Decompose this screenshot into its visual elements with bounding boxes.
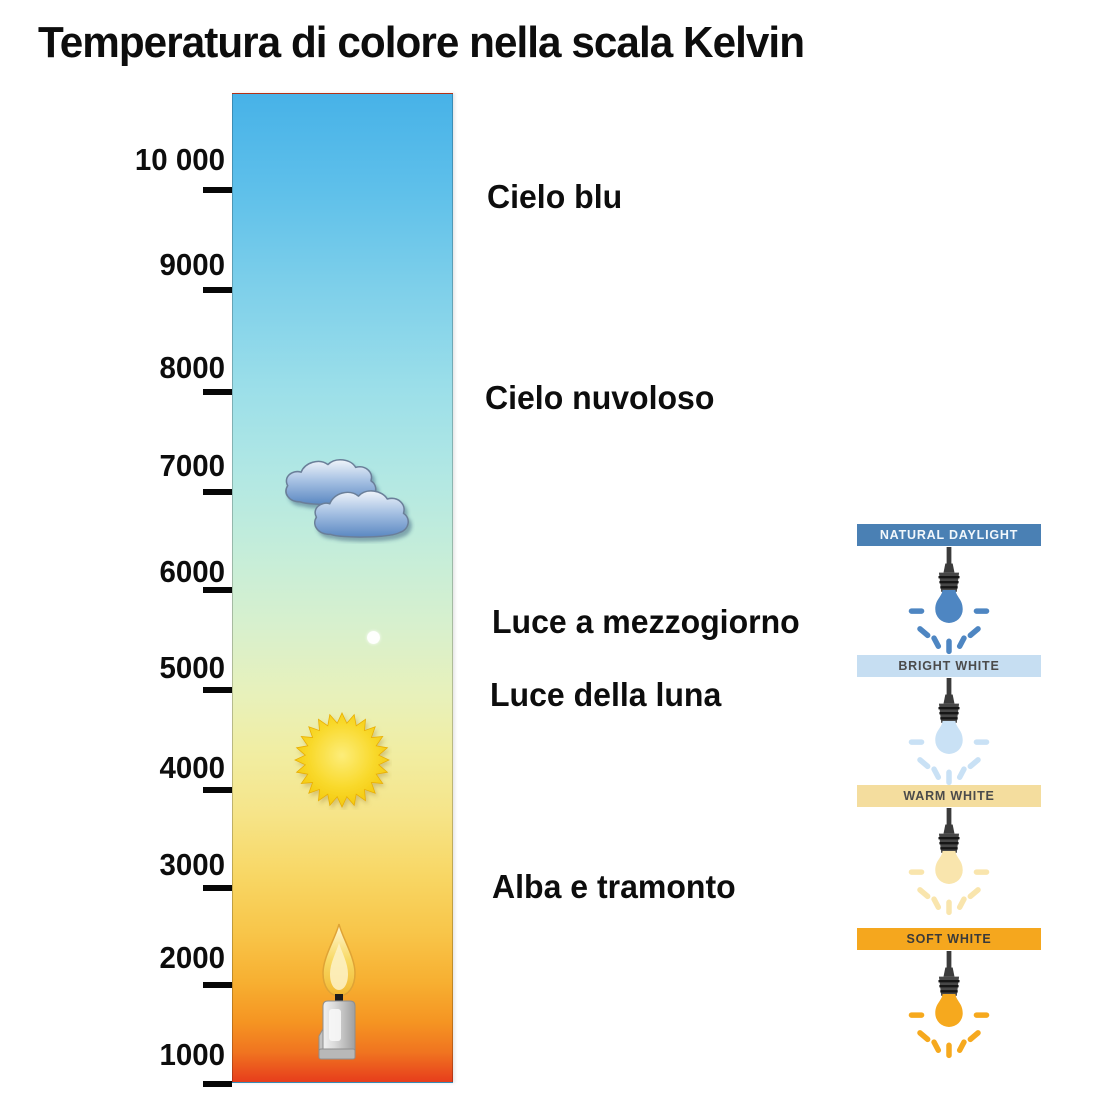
axis-tick [203, 287, 232, 293]
axis-tick [203, 389, 232, 395]
axis-tick [203, 885, 232, 891]
axis-tick [203, 1081, 232, 1087]
temperature-gradient-column [232, 93, 453, 1083]
bulb-block-warm-white: WARM WHITE [857, 785, 1041, 916]
axis-tick [203, 787, 232, 793]
annotation-cielo-blu: Cielo blu [487, 178, 623, 215]
axis-label-6000: 6000 [159, 554, 225, 589]
annotation-cielo-nuvoloso: Cielo nuvoloso [485, 379, 715, 416]
axis-label-5000: 5000 [159, 650, 225, 685]
bulb-banner-label: BRIGHT WHITE [857, 655, 1041, 677]
axis-tick [203, 687, 232, 693]
axis-label-8000: 8000 [159, 350, 225, 385]
small-moon-dot-icon [367, 631, 380, 644]
axis-label-2000: 2000 [159, 940, 225, 975]
bulb-banner-label: NATURAL DAYLIGHT [857, 524, 1041, 546]
axis-tick [203, 187, 232, 193]
bulb-banner-label: WARM WHITE [857, 785, 1041, 807]
hanging-light-bulb-icon [903, 808, 995, 916]
axis-label-3000: 3000 [159, 847, 225, 882]
bulb-block-natural-daylight: NATURAL DAYLIGHT [857, 524, 1041, 655]
page-title: Temperatura di colore nella scala Kelvin [38, 18, 805, 67]
bulb-panel: NATURAL DAYLIGHT BRIGHT WHITE WARM WHITE… [857, 524, 1041, 1064]
axis-label-9000: 9000 [159, 247, 225, 282]
cloudy-sky-icon [285, 459, 409, 538]
axis-tick [203, 587, 232, 593]
axis-label-1000: 1000 [159, 1037, 225, 1072]
hanging-light-bulb-icon [903, 678, 995, 786]
axis-label-7000: 7000 [159, 448, 225, 483]
bulb-banner-label: SOFT WHITE [857, 928, 1041, 950]
hanging-light-bulb-icon [903, 951, 995, 1059]
axis-label-10000: 10 000 [134, 142, 225, 177]
hanging-light-bulb-icon [903, 547, 995, 655]
annotation-luce-della-luna: Luce della luna [490, 676, 722, 713]
annotation-alba-e-tramonto: Alba e tramonto [492, 868, 736, 905]
bulb-block-soft-white: SOFT WHITE [857, 928, 1041, 1059]
annotation-luce-a-mezzogiorno: Luce a mezzogiorno [492, 603, 800, 640]
candle-flame-icon [318, 923, 356, 1060]
bulb-block-bright-white: BRIGHT WHITE [857, 655, 1041, 786]
sun-icon [294, 712, 390, 808]
axis-label-4000: 4000 [159, 750, 225, 785]
axis-tick [203, 489, 232, 495]
axis-tick [203, 982, 232, 988]
